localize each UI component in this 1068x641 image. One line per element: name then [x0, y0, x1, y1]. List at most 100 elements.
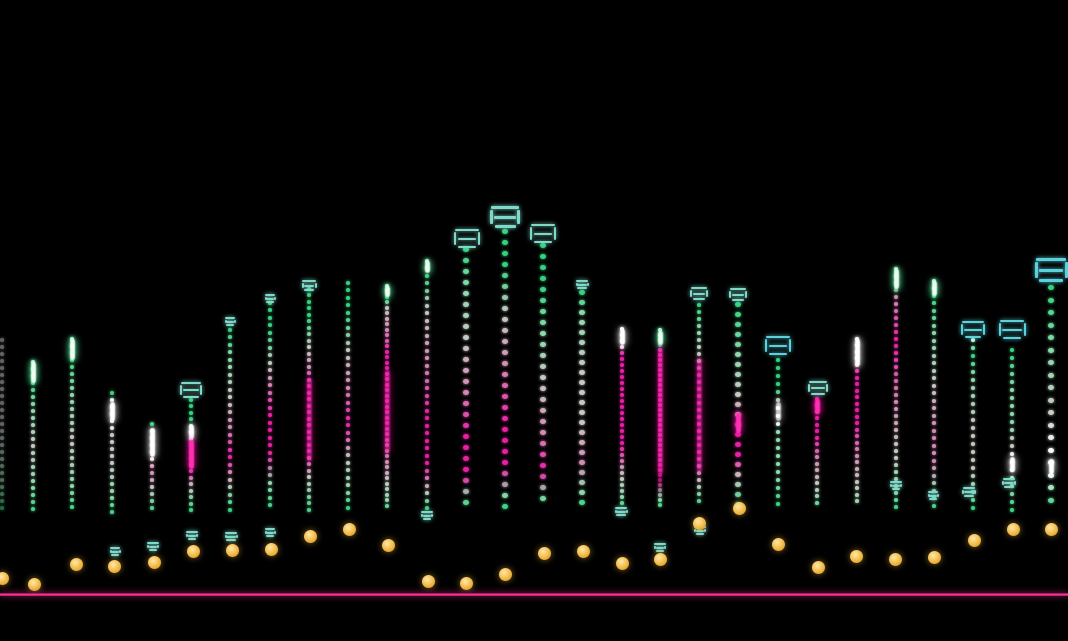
- trail-dot: [814, 422, 820, 427]
- trail-dot: [931, 376, 937, 381]
- trail-dot: [970, 473, 976, 478]
- trail-dot: [1048, 372, 1054, 378]
- trail-dot: [463, 346, 469, 352]
- trail-dot: [267, 443, 273, 448]
- trail-dot: [267, 330, 273, 335]
- glow-segment: [1048, 459, 1054, 474]
- trail-dot: [0, 407, 5, 412]
- trail-dot: [970, 361, 976, 366]
- trail-dot: [384, 465, 390, 470]
- trail-dot: [1009, 355, 1015, 360]
- trail-dot: [931, 428, 937, 433]
- trail-dot: [775, 429, 781, 434]
- bounce-ball: [967, 533, 981, 547]
- trail-dot: [109, 432, 115, 437]
- trail-dot: [579, 290, 585, 296]
- trail-dot: [69, 392, 75, 397]
- trail-dot: [854, 460, 860, 465]
- trail-dot: [931, 458, 937, 463]
- trail-dot: [540, 408, 546, 414]
- trail-dot: [893, 441, 899, 446]
- glow-segment: [69, 339, 75, 360]
- trail-dot: [931, 331, 937, 336]
- trail-dot: [502, 471, 508, 477]
- trail-dot: [345, 430, 351, 435]
- trail-dot: [267, 503, 273, 508]
- trail-dot: [384, 322, 390, 327]
- trail-dot: [579, 440, 585, 446]
- trail-dot: [854, 421, 860, 426]
- trail-dot: [1009, 483, 1015, 488]
- trail-dot: [345, 423, 351, 428]
- bounce-ball: [1006, 522, 1020, 536]
- trail-dot: [149, 491, 155, 496]
- trail-dot: [579, 390, 585, 396]
- trail-dot: [735, 482, 741, 488]
- trail-dot: [893, 469, 899, 474]
- trail-dot: [267, 338, 273, 343]
- trail-dot: [306, 507, 312, 512]
- trail-dot: [463, 313, 469, 319]
- trail-dot: [579, 370, 585, 376]
- trail-dot: [0, 456, 5, 461]
- trail-dot: [267, 398, 273, 403]
- trail-dot: [931, 308, 937, 313]
- trail-dot: [69, 399, 75, 404]
- trail-dot: [149, 484, 155, 489]
- trail-dot: [424, 461, 430, 466]
- trail-dot: [619, 446, 625, 451]
- trail-dot: [619, 392, 625, 397]
- trail-dot: [1048, 447, 1054, 453]
- bounce-ball: [576, 544, 590, 558]
- trail-dot: [502, 251, 508, 257]
- trail-dot: [619, 440, 625, 445]
- trail-dot: [345, 348, 351, 353]
- trail-dot: [306, 345, 312, 350]
- trail-dot: [463, 324, 469, 330]
- trail-dot: [227, 470, 233, 475]
- trail-dot: [775, 373, 781, 378]
- trail-dot: [109, 397, 115, 402]
- trail-dot: [854, 447, 860, 452]
- bracket-marker-icon: [690, 287, 708, 300]
- bounce-ball: [459, 576, 473, 590]
- trail-dot: [814, 448, 820, 453]
- trail-dot: [384, 300, 390, 305]
- trail-dot: [227, 507, 233, 512]
- glow-segment: [30, 362, 36, 383]
- bracket-marker-icon: [264, 294, 276, 303]
- trail-dot: [854, 401, 860, 406]
- trail-dot: [1009, 491, 1015, 496]
- trail-dot: [893, 462, 899, 467]
- trail-dot: [463, 500, 469, 506]
- trail-dot: [657, 327, 663, 332]
- trail-dot: [267, 405, 273, 410]
- trail-dot: [149, 505, 155, 510]
- trail-dot: [227, 350, 233, 355]
- trail-dot: [893, 343, 899, 348]
- bracket-marker-icon: [890, 481, 902, 490]
- trail-dot: [30, 499, 36, 504]
- trail-dot: [1009, 419, 1015, 424]
- trail-dot: [696, 484, 702, 489]
- trail-dot: [814, 396, 820, 401]
- trail-dot: [424, 476, 430, 481]
- trail-dot: [306, 293, 312, 298]
- bracket-marker-icon: [224, 532, 238, 541]
- trail-dot: [345, 385, 351, 390]
- trail-dot: [931, 301, 937, 306]
- trail-dot: [1048, 485, 1054, 491]
- trail-dot: [227, 365, 233, 370]
- trail-dot: [579, 360, 585, 366]
- trail-dot: [463, 489, 469, 495]
- trail-dot: [775, 421, 781, 426]
- trail-dot: [345, 303, 351, 308]
- trail-dot: [463, 401, 469, 407]
- trail-dot: [0, 449, 5, 454]
- glow-segment: [696, 358, 702, 472]
- bounce-ball: [692, 516, 706, 530]
- trail-dot: [0, 470, 5, 475]
- trail-dot: [893, 287, 899, 292]
- trail-dot: [696, 491, 702, 496]
- trail-dot: [1048, 310, 1054, 316]
